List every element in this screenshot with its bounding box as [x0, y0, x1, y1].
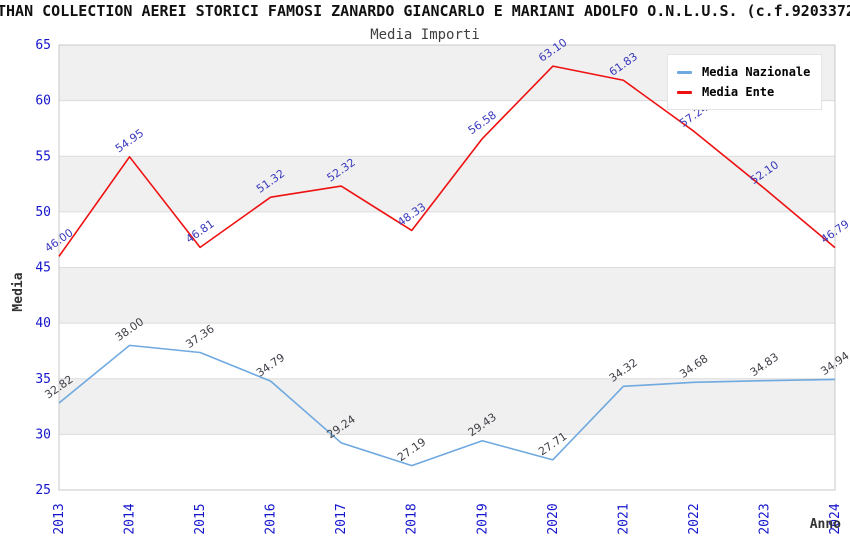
- legend-swatch-blue-line-icon: [677, 70, 692, 74]
- y-tick-label: 65: [35, 38, 51, 53]
- data-label: 34.68: [677, 352, 710, 381]
- x-tick-label: 2023: [757, 503, 772, 534]
- y-tick-label: 50: [35, 205, 51, 220]
- chart-subtitle: Media Importi: [370, 27, 480, 43]
- legend: Media Nazionale Media Ente: [667, 54, 823, 110]
- data-label: 56.58: [466, 108, 499, 137]
- x-tick-label: 2013: [52, 503, 67, 534]
- data-label: 34.79: [254, 351, 287, 380]
- x-tick-label: 2022: [687, 503, 702, 534]
- series-line-media-nazionale: [58, 344, 836, 467]
- y-tick-label: 30: [35, 427, 51, 442]
- legend-swatch-red-line-icon: [677, 90, 692, 94]
- y-tick-label: 60: [35, 94, 51, 109]
- y-tick-label: 40: [35, 316, 51, 331]
- data-label: 54.95: [113, 127, 146, 156]
- plot-border: [58, 44, 836, 491]
- data-label: 27.19: [395, 435, 428, 464]
- legend-label: Media Ente: [702, 85, 775, 99]
- x-tick-label: 2017: [334, 503, 349, 534]
- chart-title: THAN COLLECTION AEREI STORICI FAMOSI ZAN…: [0, 2, 850, 20]
- x-tick-label: 2020: [546, 503, 561, 534]
- legend-label: Media Nazionale: [702, 65, 811, 79]
- data-label: 37.36: [183, 322, 216, 351]
- x-tick-label: 2024: [828, 503, 843, 534]
- y-tick-label: 55: [35, 149, 51, 164]
- x-tick-label: 2016: [264, 503, 279, 534]
- x-tick-label: 2021: [616, 503, 631, 534]
- x-axis-title: Anno: [810, 517, 841, 532]
- data-label: 34.94: [818, 349, 850, 378]
- y-tick-label: 35: [35, 372, 51, 387]
- plot-band: [59, 378, 835, 435]
- x-tick-label: 2019: [475, 503, 490, 534]
- x-tick-label: 2015: [193, 503, 208, 534]
- data-label: 46.81: [183, 217, 216, 246]
- data-label: 34.83: [748, 350, 781, 379]
- legend-item-media-ente: Media Ente: [677, 82, 810, 102]
- legend-item-media-nazionale: Media Nazionale: [677, 62, 810, 82]
- y-tick-label: 45: [35, 261, 51, 276]
- plot-band: [59, 267, 835, 324]
- y-tick-label: 25: [35, 483, 51, 498]
- x-tick-label: 2018: [405, 503, 420, 534]
- data-label: 46.79: [818, 217, 850, 246]
- x-tick-label: 2014: [123, 503, 138, 534]
- y-axis-title: Media: [11, 272, 26, 311]
- series-line-media-ente: [58, 65, 836, 257]
